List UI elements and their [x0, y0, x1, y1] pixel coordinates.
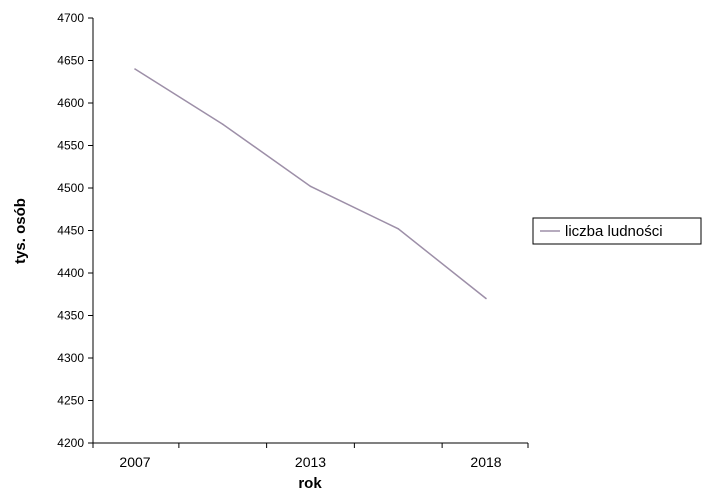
y-tick-label-4600: 4600	[57, 96, 84, 110]
x-tick-label-2007: 2007	[119, 454, 150, 470]
y-tick-label-4350: 4350	[57, 309, 84, 323]
y-tick-label-4700: 4700	[57, 11, 84, 25]
data-point-2010	[221, 123, 224, 126]
x-tick-label-2013: 2013	[295, 454, 326, 470]
legend: liczba ludności	[532, 217, 702, 245]
y-tick-label-4550: 4550	[57, 139, 84, 153]
y-tick-label-4450: 4450	[57, 224, 84, 238]
y-tick-label-4400: 4400	[57, 266, 84, 280]
series-line-0	[134, 68, 487, 300]
y-axis-title: tys. osób	[12, 198, 29, 264]
y-tick-label-4250: 4250	[57, 394, 84, 408]
data-point-2007	[134, 68, 136, 70]
series-layer	[134, 68, 487, 300]
x-axis-ticks: 2007 2013 2018	[92, 443, 529, 470]
data-point-2018	[485, 297, 487, 300]
y-tick-label-4500: 4500	[57, 181, 84, 195]
y-tick-label-4200: 4200	[57, 436, 84, 450]
data-point-2013	[309, 185, 312, 188]
y-axis-ticks: 4200 4250 4300 4350 4400 4450 4500 4550 4600 4650…	[57, 11, 93, 450]
x-tick-label-2018: 2018	[470, 454, 501, 470]
legend-label-liczba-ludnosci: liczba ludności	[565, 223, 663, 240]
y-tick-label-4300: 4300	[57, 351, 84, 365]
y-tick-label-4650: 4650	[57, 54, 84, 68]
x-axis-title: rok	[298, 475, 322, 492]
legend-box	[532, 217, 702, 245]
data-point-2016	[397, 228, 400, 230]
